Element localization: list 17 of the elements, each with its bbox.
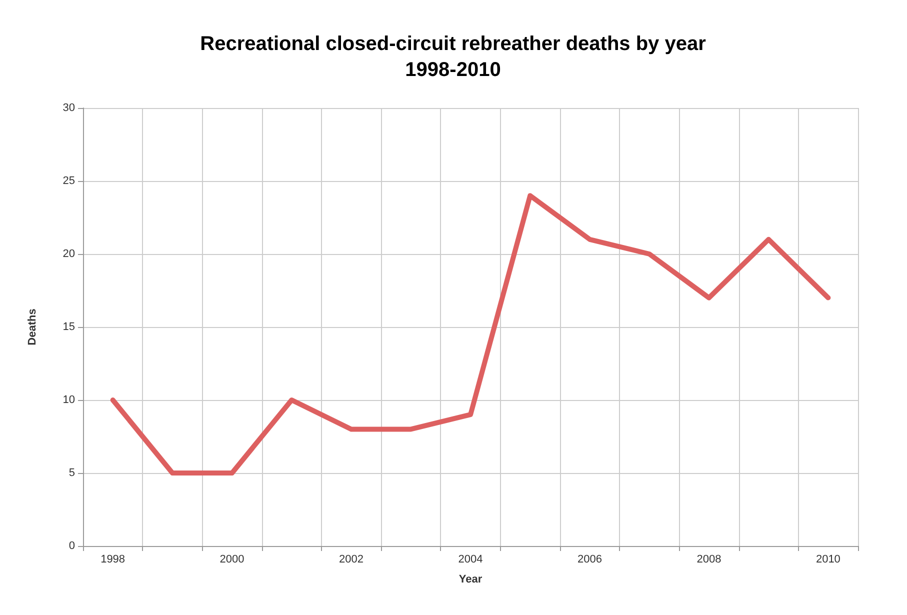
x-tick-label: 1998 (100, 554, 126, 566)
y-tick-label: 0 (68, 540, 75, 552)
y-tick-label: 20 (62, 248, 75, 260)
x-tick-label: 2010 (816, 554, 840, 566)
x-tick-label: 2004 (458, 554, 483, 566)
chart-title: Recreational closed-circuit rebreather deaths by year 1998-2010 (200, 33, 706, 81)
y-axis-title: Deaths (26, 308, 38, 346)
y-tick-label: 5 (68, 467, 75, 479)
y-tick-label: 25 (62, 175, 75, 187)
x-tick-label: 2006 (577, 554, 602, 566)
x-tick-label: 2000 (220, 554, 244, 566)
y-tick-label: 10 (62, 394, 75, 406)
x-axis-title: Year (458, 574, 483, 586)
y-tick-label: 15 (62, 321, 75, 333)
y-tick-label: 30 (62, 102, 75, 114)
x-tick-label: 2008 (696, 554, 722, 566)
x-tick-label: 2002 (339, 554, 364, 566)
